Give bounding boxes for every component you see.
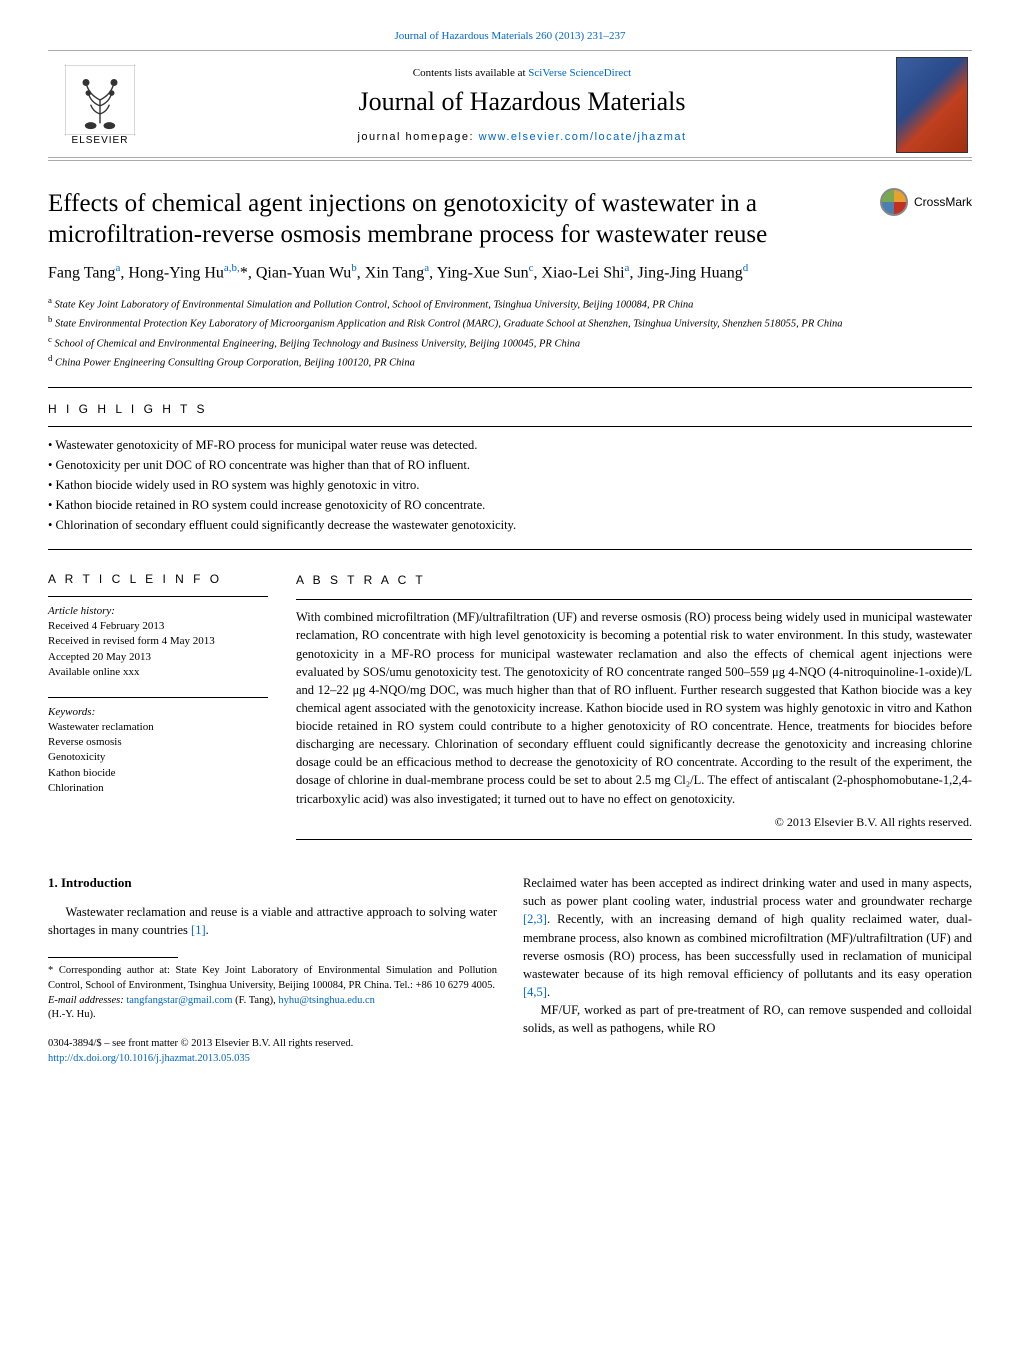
elsevier-label: ELSEVIER [72,135,129,146]
highlight-item: Chlorination of secondary effluent could… [48,515,972,535]
rule [48,596,268,597]
homepage-link[interactable]: www.elsevier.com/locate/jhazmat [479,131,687,143]
keyword-item: Reverse osmosis [48,735,268,750]
abstract-text: With combined microfiltration (MF)/ultra… [296,608,972,807]
keyword-item: Genotoxicity [48,750,268,765]
homepage-prefix: journal homepage: [357,131,478,143]
rule [48,697,268,698]
ref-link-2-3[interactable]: [2,3] [523,912,547,926]
intro-heading: 1. Introduction [48,874,497,893]
highlight-item: Kathon biocide retained in RO system cou… [48,495,972,515]
keywords-heading: Keywords: [48,706,268,718]
history-list: Received 4 February 2013Received in revi… [48,619,268,681]
affiliation-line: a State Key Joint Laboratory of Environm… [48,294,972,313]
highlights-block: Wastewater genotoxicity of MF-RO process… [48,435,972,535]
history-line: Received 4 February 2013 [48,619,268,634]
ref-link-1[interactable]: [1] [191,923,206,937]
crossmark-icon [880,188,908,216]
article-title: Effects of chemical agent injections on … [48,188,880,251]
rule [48,387,972,388]
elsevier-tree-icon [65,65,135,135]
affiliations: a State Key Joint Laboratory of Environm… [48,294,972,371]
history-line: Accepted 20 May 2013 [48,650,268,665]
doi-link[interactable]: http://dx.doi.org/10.1016/j.jhazmat.2013… [48,1053,250,1064]
elsevier-logo: ELSEVIER [52,57,148,153]
sciencedirect-link[interactable]: SciVerse ScienceDirect [528,67,631,79]
email-link-1[interactable]: tangfangstar@gmail.com [126,995,232,1006]
body-right-column: Reclaimed water has been accepted as ind… [523,874,972,1066]
highlight-item: Wastewater genotoxicity of MF-RO process… [48,435,972,455]
keyword-item: Wastewater reclamation [48,720,268,735]
rule [48,549,972,550]
body-left-column: 1. Introduction Wastewater reclamation a… [48,874,497,1066]
intro-para-1: Wastewater reclamation and reuse is a vi… [48,903,497,939]
abstract-label: A B S T R A C T [296,572,972,589]
article-info-label: A R T I C L E I N F O [48,572,268,586]
bottom-meta: 0304-3894/$ – see front matter © 2013 El… [48,1037,497,1066]
crossmark-label: CrossMark [914,195,972,209]
article-info-column: A R T I C L E I N F O Article history: R… [48,558,268,848]
affiliation-line: d China Power Engineering Consulting Gro… [48,352,972,371]
corresponding-author: * Corresponding author at: State Key Joi… [48,964,497,993]
affiliation-line: b State Environmental Protection Key Lab… [48,313,972,332]
issn-line: 0304-3894/$ – see front matter © 2013 El… [48,1037,497,1052]
keywords-list: Wastewater reclamationReverse osmosisGen… [48,720,268,797]
history-line: Available online xxx [48,665,268,680]
history-heading: Article history: [48,605,268,617]
contents-prefix: Contents lists available at [413,67,528,79]
crossmark-badge[interactable]: CrossMark [880,188,972,216]
contents-line: Contents lists available at SciVerse Sci… [148,67,896,79]
journal-header: ELSEVIER Contents lists available at Sci… [48,50,972,158]
authors-line: Fang Tanga, Hong-Ying Hua,b,*, Qian-Yuan… [48,261,972,285]
rule [48,426,972,427]
abstract-copyright: © 2013 Elsevier B.V. All rights reserved… [296,814,972,831]
history-line: Received in revised form 4 May 2013 [48,634,268,649]
right-para-2: MF/UF, worked as part of pre-treatment o… [523,1001,972,1037]
ref-link-4-5[interactable]: [4,5] [523,985,547,999]
highlight-item: Kathon biocide widely used in RO system … [48,475,972,495]
footnote-rule [48,957,178,958]
citation-line: Journal of Hazardous Materials 260 (2013… [48,30,972,42]
keyword-item: Chlorination [48,781,268,796]
affiliation-line: c School of Chemical and Environmental E… [48,333,972,352]
body-columns: 1. Introduction Wastewater reclamation a… [48,874,972,1066]
journal-name: Journal of Hazardous Materials [148,87,896,117]
highlight-item: Genotoxicity per unit DOC of RO concentr… [48,455,972,475]
highlights-label: H I G H L I G H T S [48,402,972,416]
email-link-2[interactable]: hyhu@tsinghua.edu.cn [278,995,375,1006]
highlights-list: Wastewater genotoxicity of MF-RO process… [48,435,972,535]
footnotes: * Corresponding author at: State Key Joi… [48,964,497,1023]
right-para-1: Reclaimed water has been accepted as ind… [523,874,972,1001]
rule [296,599,972,600]
journal-cover-thumb [896,57,968,153]
rule [296,839,972,840]
email-line: E-mail addresses: tangfangstar@gmail.com… [48,994,497,1023]
abstract-column: A B S T R A C T With combined microfiltr… [296,558,972,848]
homepage-line: journal homepage: www.elsevier.com/locat… [148,131,896,143]
keyword-item: Kathon biocide [48,766,268,781]
